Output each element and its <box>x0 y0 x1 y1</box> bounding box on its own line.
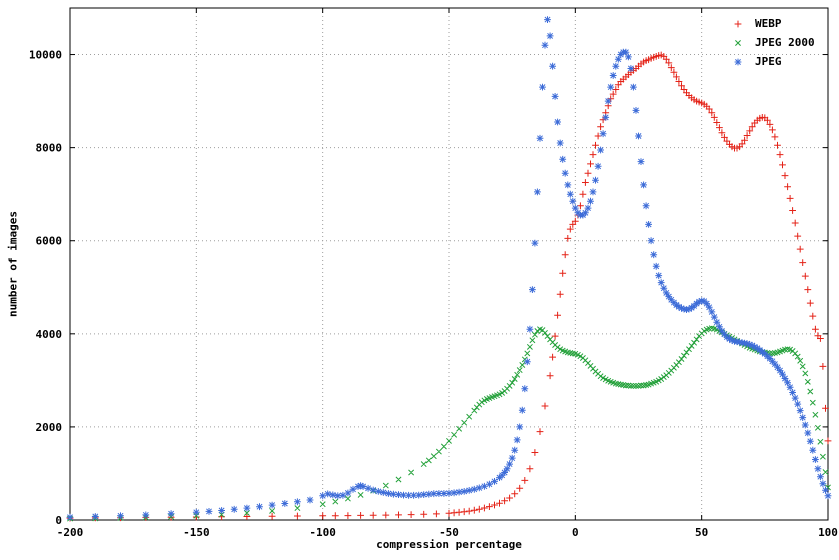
y-tick-label: 4000 <box>36 328 63 341</box>
y-tick-label: 6000 <box>36 235 63 248</box>
x-tick-label: -50 <box>439 526 459 539</box>
legend-label-webp: WEBP <box>755 17 782 30</box>
x-tick-label: -200 <box>57 526 84 539</box>
x-tick-label: -100 <box>309 526 336 539</box>
webp-plus-marker-icon <box>734 20 742 27</box>
y-tick-label: 8000 <box>36 142 63 155</box>
series-points-webp <box>66 51 832 522</box>
x-axis-title: compression percentage <box>376 538 522 551</box>
series-points-jpeg <box>66 16 832 521</box>
legend-label-jpeg: JPEG <box>755 55 782 68</box>
legend-item-jpeg2000: JPEG 2000 <box>726 33 815 52</box>
legend: WEBP JPEG 2000 JPEG <box>726 14 815 71</box>
x-tick-label: 50 <box>695 526 708 539</box>
jpeg2000-cross-marker-icon <box>735 39 741 46</box>
legend-label-jpeg2000: JPEG 2000 <box>755 36 815 49</box>
y-axis-title: number of images <box>6 211 20 317</box>
y-tick-label: 2000 <box>36 421 63 434</box>
x-tick-label: 0 <box>572 526 579 539</box>
legend-item-webp: WEBP <box>726 14 815 33</box>
y-tick-label: 0 <box>55 514 62 527</box>
x-tick-label: -150 <box>183 526 210 539</box>
x-tick-label: 100 <box>818 526 838 539</box>
legend-item-jpeg: JPEG <box>726 52 815 71</box>
y-tick-label: 10000 <box>29 49 62 62</box>
jpeg-asterisk-marker-icon <box>734 58 742 65</box>
